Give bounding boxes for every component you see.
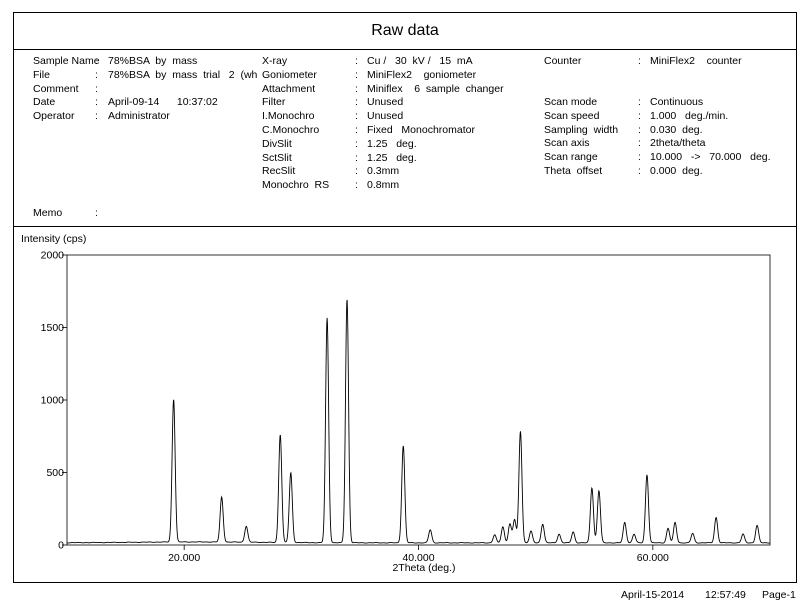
scan-info-sep: :: [638, 165, 641, 177]
memo-sep: :: [95, 207, 98, 219]
scan-info-label: Theta offset: [544, 165, 603, 177]
footer-time: 12:57:49: [705, 589, 746, 601]
chart-panel: Intensity (cps) 2Theta (deg.) 0 500 1000 15…: [13, 226, 797, 583]
instrument-info-value: Fixed Monochromator: [367, 124, 475, 136]
instrument-info-value: 1.25 deg.: [367, 151, 417, 164]
instrument-info-sep: :: [355, 68, 358, 81]
instrument-info-label: Attachment: [262, 82, 316, 95]
instrument-info-label: Monochro RS: [262, 179, 330, 192]
instrument-info-label: Filter: [262, 96, 286, 109]
sample-info-label: Comment: [33, 82, 79, 95]
instrument-info-label: X-ray: [262, 55, 288, 67]
instrument-info-label: I.Monochro: [262, 110, 315, 123]
sample-info-sep: :: [95, 82, 98, 95]
scan-info-sep: :: [638, 151, 641, 164]
instrument-info-sep: :: [355, 137, 358, 150]
scan-info-value: 2theta/theta: [650, 137, 706, 150]
scan-info-label: Sampling width: [544, 123, 619, 136]
instrument-info-value: Cu / 30 kV / 15 mA: [367, 55, 473, 67]
y-tick-label: 500: [46, 467, 64, 479]
x-tick-label: 40.000: [402, 552, 434, 564]
scan-info-label: Scan speed: [544, 109, 600, 122]
memo-label: Memo: [33, 207, 63, 219]
xrd-chart: Intensity (cps) 2Theta (deg.) 0 500 1000 15…: [21, 233, 771, 574]
instrument-info-value: Unused: [367, 96, 404, 109]
sample-info-sep: :: [95, 96, 98, 109]
sample-info-sep: :: [95, 110, 98, 123]
x-tick-label: 60.000: [637, 552, 669, 564]
scan-info-value: 10.000 -> 70.000 deg.: [650, 151, 771, 164]
scan-info-value: 0.000 deg.: [650, 165, 703, 177]
counter-info-label: Counter: [544, 55, 582, 67]
instrument-info-label: Goniometer: [262, 68, 317, 81]
y-axis-label: Intensity (cps): [21, 233, 86, 245]
sample-info-value: Administrator: [108, 110, 170, 123]
footer-date: April-15-2014: [621, 589, 685, 601]
instrument-info-value: Miniflex 6 sample changer: [367, 82, 504, 95]
sample-info-value: 78%BSA by mass trial 2 (wh: [108, 68, 258, 81]
footer-page: Page-1: [762, 589, 796, 601]
x-axis-label: 2Theta (deg.): [392, 562, 455, 574]
sample-info-sep: :: [95, 55, 98, 67]
plot-area: [66, 254, 771, 546]
instrument-info-sep: :: [355, 110, 358, 123]
scan-info-label: Scan mode: [544, 96, 598, 108]
instrument-info-value: MiniFlex2 goniometer: [367, 68, 477, 81]
x-tick-label: 20.000: [168, 552, 200, 564]
instrument-info-sep: :: [355, 82, 358, 95]
y-tick-label: 2000: [41, 250, 65, 262]
scan-info-sep: :: [638, 137, 641, 150]
instrument-info-value: 1.25 deg.: [367, 137, 417, 150]
counter-info-sep: :: [638, 55, 641, 67]
instrument-info-value: 0.3mm: [367, 165, 400, 178]
instrument-info-value: Unused: [367, 110, 404, 123]
counter-info-value: MiniFlex2 counter: [650, 55, 742, 67]
instrument-info-label: C.Monochro: [262, 124, 320, 136]
instrument-info-label: DivSlit: [262, 137, 292, 150]
measurement-info-panel: Sample Name:78%BSA by mass File:78%BSA by…: [13, 49, 797, 227]
axis-ticks: 0 500 1000 1500 2000 20.000 40.000 60.000: [41, 250, 669, 565]
scan-info-value: Continuous: [650, 96, 704, 108]
sample-info-label: Operator: [33, 110, 75, 123]
report-title: Raw data: [371, 22, 439, 39]
instrument-info-sep: :: [355, 151, 358, 164]
scan-info-value: 0.030 deg.: [650, 123, 703, 136]
instrument-info-label: SctSlit: [262, 151, 292, 164]
instrument-info-sep: :: [355, 55, 358, 67]
y-tick-label: 1000: [41, 395, 65, 407]
scan-info-sep: :: [638, 123, 641, 136]
instrument-info-sep: :: [355, 179, 358, 192]
sample-info-sep: :: [95, 68, 98, 81]
sample-info-value: 78%BSA by mass: [108, 55, 198, 67]
y-tick-label: 1500: [41, 322, 65, 334]
y-tick-label: 0: [58, 540, 64, 552]
instrument-info-sep: :: [355, 165, 358, 178]
scan-info-sep: :: [638, 96, 641, 108]
scan-info-label: Scan range: [544, 151, 598, 164]
sample-info-label: Sample Name: [33, 55, 100, 67]
report-title-box: Raw data: [13, 12, 797, 50]
scan-info-value: 1.000 deg./min.: [650, 109, 729, 122]
sample-info-label: File: [33, 68, 50, 81]
instrument-info-sep: :: [355, 96, 358, 109]
instrument-info-sep: :: [355, 124, 358, 136]
scan-info-sep: :: [638, 109, 641, 122]
sample-info-value: April-09-14 10:37:02: [108, 96, 218, 109]
scan-info-label: Scan axis: [544, 137, 590, 150]
instrument-info-label: RecSlit: [262, 165, 296, 178]
instrument-info-value: 0.8mm: [367, 179, 400, 192]
sample-info-label: Date: [33, 96, 56, 109]
intensity-trace: [66, 299, 771, 544]
